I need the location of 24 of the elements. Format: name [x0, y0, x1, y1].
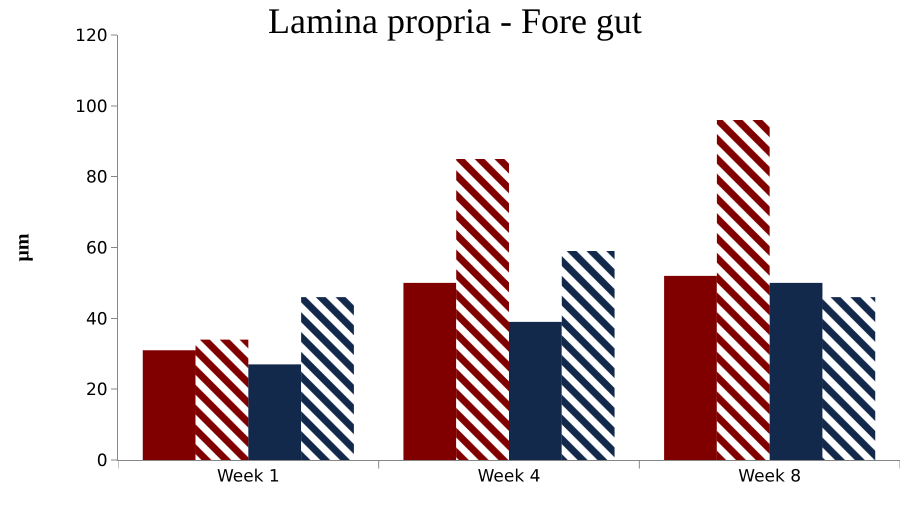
- chart-title: Lamina propria - Fore gut: [268, 0, 642, 41]
- bar: [664, 276, 717, 460]
- bar: [196, 340, 248, 460]
- bar: [403, 282, 456, 460]
- x-tick-label: Week 4: [478, 466, 540, 486]
- bar: [770, 282, 822, 460]
- bar: [822, 297, 876, 460]
- bar: [562, 251, 615, 460]
- bar: [456, 158, 509, 460]
- y-tick-label: 0: [96, 450, 108, 471]
- bar: [509, 322, 562, 460]
- y-tick-label: 20: [86, 380, 108, 400]
- x-tick-label: Week 8: [738, 466, 802, 486]
- bar: [301, 297, 354, 460]
- bar: [142, 350, 196, 460]
- y-axis-title: µm: [12, 233, 34, 262]
- y-tick-label: 100: [75, 96, 108, 117]
- bar: [716, 120, 770, 460]
- y-tick-label: 40: [86, 309, 108, 330]
- x-tick-label: Week 1: [216, 466, 280, 486]
- bar: [248, 364, 302, 460]
- y-tick-label: 120: [75, 26, 108, 46]
- y-tick-label: 80: [86, 168, 108, 188]
- y-tick-label: 60: [86, 238, 108, 258]
